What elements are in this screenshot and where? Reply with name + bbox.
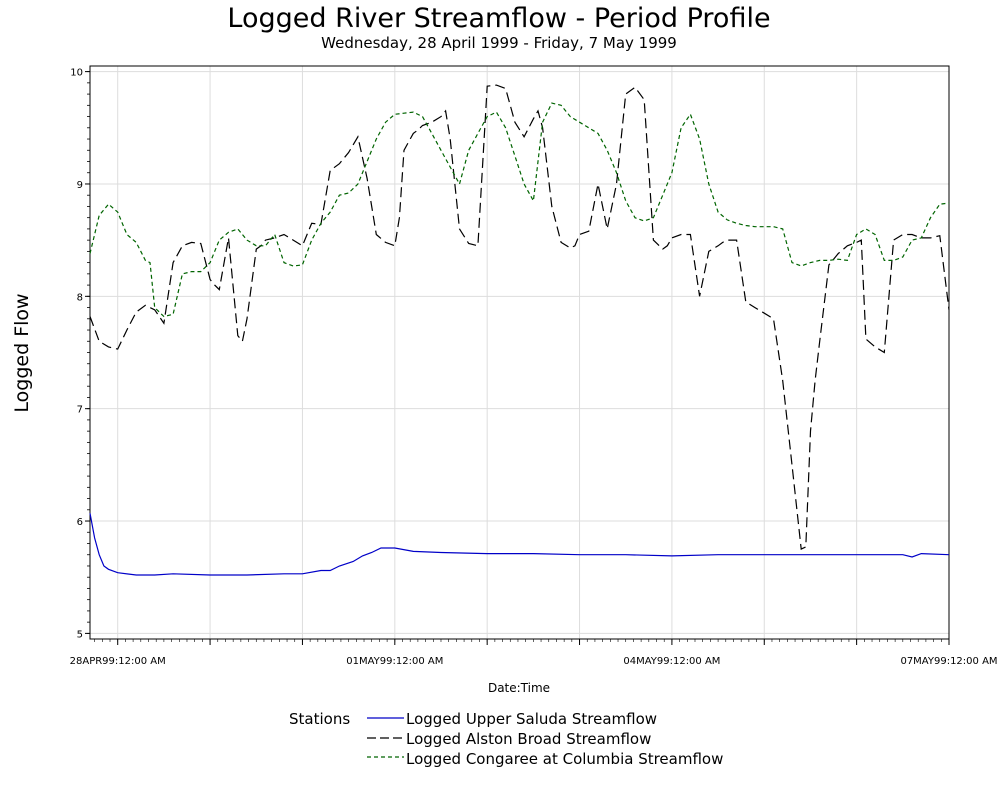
y-tick-label: 7 (77, 405, 83, 416)
series-line-alston-broad (89, 84, 950, 551)
x-tick-label: 28APR99:12:00 AM (70, 656, 166, 667)
legend-title: Stations (289, 710, 350, 728)
y-axis-label: Logged Flow (11, 293, 33, 412)
x-tick-label: 01MAY99:12:00 AM (346, 656, 443, 667)
chart-subtitle: Wednesday, 28 April 1999 - Friday, 7 May… (321, 34, 677, 52)
y-tick-label: 9 (77, 180, 83, 191)
legend-item-congaree: Logged Congaree at Columbia Streamflow (406, 750, 723, 768)
y-tick-label: 10 (70, 68, 83, 79)
series-group (89, 84, 950, 576)
y-tick-label: 6 (77, 517, 83, 528)
legend: Stations Logged Upper Saluda Streamflow … (289, 710, 723, 768)
x-axis: 28APR99:12:00 AM 01MAY99:12:00 AM 04MAY99:… (70, 639, 998, 667)
y-tick-label: 5 (77, 629, 83, 640)
x-tick-label: 04MAY99:12:00 AM (623, 656, 720, 667)
grid-lines (90, 66, 950, 639)
legend-item-upper-saluda: Logged Upper Saluda Streamflow (406, 710, 657, 728)
x-tick-label: 07MAY99:12:00 AM (900, 656, 997, 667)
legend-item-alston-broad: Logged Alston Broad Streamflow (406, 730, 651, 748)
chart-title: Logged River Streamflow - Period Profile (227, 3, 770, 34)
series-line-congaree (89, 102, 950, 318)
series-line-upper-saluda (89, 513, 950, 576)
x-axis-label: Date:Time (488, 681, 550, 695)
y-tick-label: 8 (77, 292, 83, 303)
y-axis: 5 6 7 8 9 10 (70, 68, 90, 640)
